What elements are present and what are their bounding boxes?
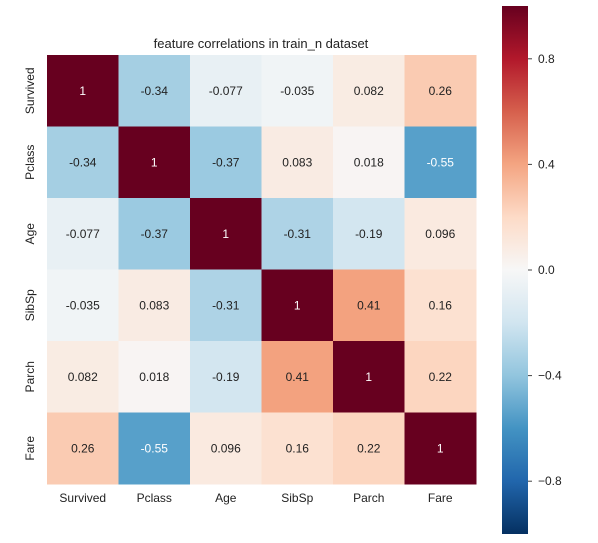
cell-annotation: 1	[365, 370, 372, 384]
colorbar-tick-label: 0.0	[538, 263, 555, 277]
cell-annotation: 0.22	[429, 370, 453, 384]
heatmap-cell	[118, 341, 191, 413]
heatmap-cell	[47, 412, 119, 485]
heatmap-cell	[261, 412, 334, 485]
x-tick-label: Pclass	[137, 491, 172, 505]
heatmap-cell	[261, 126, 334, 199]
cell-annotation: 0.26	[71, 441, 95, 455]
cell-annotation: -0.077	[66, 227, 100, 241]
heatmap-cells: 1 -0.34 -0.077 -0.035 0.082 0.26 -0.34 1 -0.37 0.…	[47, 55, 477, 485]
heatmap-cell	[47, 269, 119, 342]
cell-annotation: 0.16	[429, 298, 453, 312]
heatmap-cell	[118, 55, 191, 127]
cell-annotation: -0.55	[141, 441, 169, 455]
cell-annotation: 0.018	[139, 370, 169, 384]
cell-annotation: 1	[294, 298, 301, 312]
heatmap-cell	[118, 198, 191, 270]
heatmap-cell	[333, 198, 405, 270]
colorbar-tick-label: 0.8	[538, 52, 555, 66]
heatmap-cell	[118, 412, 191, 485]
heatmap-cell	[47, 55, 119, 127]
cell-annotation: 0.22	[357, 441, 381, 455]
x-tick-label: Survived	[59, 491, 106, 505]
heatmap-cell	[261, 341, 334, 413]
y-tick-label: Survived	[23, 67, 37, 114]
cell-annotation: -0.19	[355, 227, 383, 241]
heatmap-cell	[333, 126, 405, 199]
cell-annotation: -0.55	[427, 155, 455, 169]
chart-title: feature correlations in train_n dataset	[154, 36, 369, 51]
cell-annotation: 0.41	[357, 298, 381, 312]
heatmap-cell	[261, 55, 334, 127]
cell-annotation: -0.37	[141, 227, 169, 241]
heatmap-cell	[404, 341, 477, 413]
heatmap-cell	[190, 412, 262, 485]
cell-annotation: 0.083	[139, 298, 169, 312]
cell-annotation: 0.096	[211, 441, 241, 455]
heatmap-cell	[404, 126, 477, 199]
heatmap-cell	[333, 269, 405, 342]
y-tick-label: Parch	[23, 361, 37, 392]
heatmap-cell	[118, 269, 191, 342]
heatmap-cell	[404, 198, 477, 270]
heatmap-cell	[333, 55, 405, 127]
heatmap-cell	[404, 55, 477, 127]
cell-annotation: -0.035	[66, 298, 100, 312]
heatmap-cell	[333, 341, 405, 413]
cell-annotation: -0.31	[284, 227, 312, 241]
cell-annotation: -0.19	[212, 370, 240, 384]
heatmap-cell	[190, 198, 262, 270]
cell-annotation: -0.37	[212, 155, 240, 169]
heatmap-cell	[190, 126, 262, 199]
cell-annotation: 1	[79, 84, 86, 98]
x-tick-label: Age	[215, 491, 237, 505]
y-tick-label: Age	[23, 223, 37, 245]
heatmap-cell	[190, 269, 262, 342]
cell-annotation: -0.035	[280, 84, 314, 98]
y-tick-label: SibSp	[23, 289, 37, 321]
cell-annotation: 0.096	[425, 227, 455, 241]
heatmap-cell	[47, 198, 119, 270]
colorbar-tick-label: 0.4	[538, 157, 555, 171]
heatmap-cell	[261, 269, 334, 342]
cell-annotation: 0.16	[286, 441, 310, 455]
heatmap-cell	[47, 341, 119, 413]
cell-annotation: -0.077	[209, 84, 243, 98]
colorbar	[502, 6, 528, 534]
cell-annotation: -0.31	[212, 298, 240, 312]
y-tick-label: Fare	[23, 436, 37, 461]
cell-annotation: 1	[437, 441, 444, 455]
heatmap-cell	[190, 55, 262, 127]
cell-annotation: 0.083	[282, 155, 312, 169]
colorbar-tick-label: −0.8	[538, 474, 562, 488]
heatmap-cell	[404, 412, 477, 485]
y-tick-label: Pclass	[23, 145, 37, 180]
cell-annotation: -0.34	[141, 84, 169, 98]
x-tick-labels: Survived Pclass Age SibSp Parch Fare	[59, 491, 453, 505]
x-tick-label: Parch	[353, 491, 384, 505]
cell-annotation: 1	[151, 155, 158, 169]
heatmap-cell	[190, 341, 262, 413]
heatmap-cell	[47, 126, 119, 199]
cell-annotation: 0.018	[354, 155, 384, 169]
y-tick-labels: Survived Pclass Age SibSp Parch Fare	[23, 67, 37, 460]
colorbar-tick-label: −0.4	[538, 369, 562, 383]
heatmap-cell	[333, 412, 405, 485]
cell-annotation: 0.082	[68, 370, 98, 384]
cell-annotation: 0.41	[286, 370, 310, 384]
heatmap-cell	[404, 269, 477, 342]
cell-annotation: 1	[222, 227, 229, 241]
heatmap-cell	[118, 126, 191, 199]
heatmap-cell	[261, 198, 334, 270]
x-tick-label: SibSp	[281, 491, 313, 505]
cell-annotation: 0.26	[429, 84, 453, 98]
x-tick-label: Fare	[428, 491, 453, 505]
cell-annotation: -0.34	[69, 155, 97, 169]
colorbar-tick-labels: 0.8 0.4 0.0 −0.4 −0.8	[528, 52, 562, 488]
cell-annotation: 0.082	[354, 84, 384, 98]
